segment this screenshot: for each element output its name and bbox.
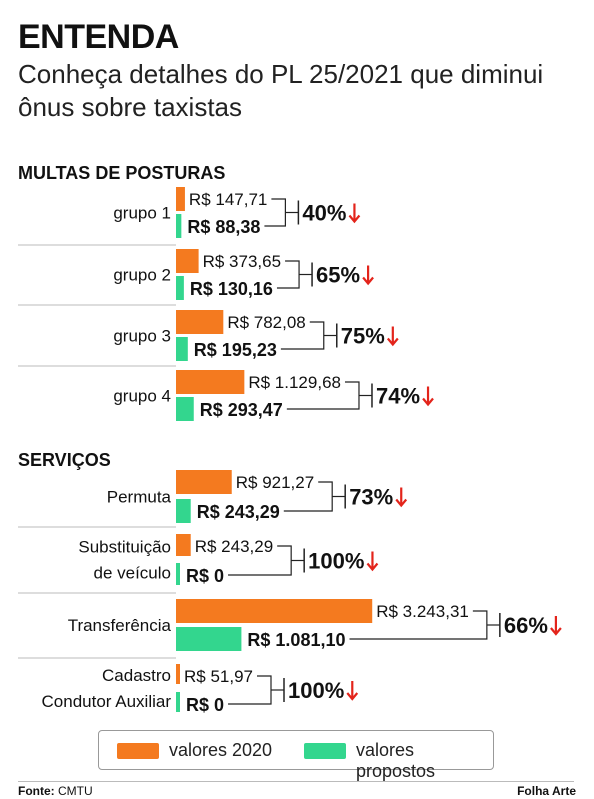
down-arrow-head — [348, 214, 361, 224]
legend-label-propostos: valores propostos — [356, 740, 436, 781]
bar-2020 — [176, 187, 185, 211]
down-arrow-head — [386, 337, 399, 347]
reduction-label: 100% — [288, 678, 344, 703]
bar-2020 — [176, 370, 245, 394]
value-label-proposto: R$ 243,29 — [197, 502, 280, 522]
reduction-label: 73% — [349, 485, 393, 510]
down-arrow-head — [346, 692, 359, 701]
bar-proposto — [176, 214, 182, 238]
value-label-proposto: R$ 1.081,10 — [247, 630, 345, 650]
down-arrow-head — [395, 498, 408, 508]
value-label-proposto: R$ 0 — [186, 695, 224, 715]
footer-divider — [18, 781, 574, 782]
bar-proposto — [176, 276, 184, 300]
value-label-2020: R$ 243,29 — [195, 537, 273, 556]
reduction-label: 75% — [341, 324, 385, 349]
reduction-label: 74% — [376, 384, 420, 409]
value-label-proposto: R$ 195,23 — [194, 340, 277, 360]
bracket — [264, 198, 286, 227]
bar-2020 — [176, 599, 373, 623]
legend-swatch-2020 — [117, 743, 159, 759]
footer-source: Fonte: CMTU — [18, 784, 93, 798]
legend: valores 2020 valores propostos — [98, 730, 494, 781]
footer-credit: Folha Arte — [517, 784, 576, 798]
value-label-2020: R$ 51,97 — [184, 667, 253, 686]
category-label: Substituição — [78, 538, 171, 557]
value-label-2020: R$ 147,71 — [189, 190, 267, 209]
footer-source-value: CMTU — [58, 784, 93, 798]
value-label-2020: R$ 373,65 — [203, 252, 281, 271]
bar-2020 — [176, 664, 180, 684]
value-label-2020: R$ 1.129,68 — [248, 373, 341, 392]
value-label-2020: R$ 921,27 — [236, 473, 314, 492]
value-label-proposto: R$ 88,38 — [187, 217, 260, 237]
down-arrow-head — [366, 562, 379, 572]
bar-proposto — [176, 627, 242, 651]
section-title-servicos: SERVIÇOS — [18, 450, 111, 470]
value-label-proposto: R$ 130,16 — [190, 279, 273, 299]
reduction-label: 40% — [302, 201, 346, 226]
bar-2020 — [176, 470, 232, 494]
section-title-multas: MULTAS DE POSTURAS — [18, 163, 226, 183]
category-label: grupo 2 — [113, 266, 171, 285]
legend-swatch-propostos — [304, 743, 346, 759]
reduction-label: 65% — [316, 263, 360, 288]
bar-proposto — [176, 397, 194, 421]
bar-proposto — [176, 499, 191, 523]
page-subtitle: Conheça detalhes do PL 25/2021 que dimin… — [18, 59, 544, 122]
down-arrow-head — [362, 276, 374, 286]
bar-proposto — [176, 692, 180, 712]
page-title: ENTENDA — [18, 18, 179, 56]
reduction-label: 66% — [504, 613, 548, 638]
bar-2020 — [176, 534, 191, 556]
bar-proposto — [176, 337, 188, 361]
value-label-proposto: R$ 293,47 — [200, 400, 283, 420]
footer-source-label: Fonte: — [18, 784, 55, 798]
value-label-2020: R$ 3.243,31 — [376, 602, 469, 621]
bar-proposto — [176, 563, 180, 585]
reduction-label: 100% — [308, 549, 364, 574]
legend-label-2020: valores 2020 — [169, 740, 273, 760]
category-label: Cadastro — [102, 666, 171, 685]
category-label: Condutor Auxiliar — [42, 692, 172, 711]
down-arrow-head — [422, 397, 434, 407]
category-label: grupo 3 — [113, 327, 171, 346]
category-label: Transferência — [68, 616, 172, 635]
value-label-2020: R$ 782,08 — [227, 313, 305, 332]
down-arrow-head — [550, 627, 562, 636]
category-label: de veículo — [94, 564, 172, 583]
category-label: grupo 1 — [113, 204, 171, 223]
category-label: Permuta — [107, 488, 172, 507]
bar-2020 — [176, 249, 199, 273]
category-label: grupo 4 — [113, 387, 171, 406]
value-label-proposto: R$ 0 — [186, 566, 224, 586]
bar-2020 — [176, 310, 224, 334]
